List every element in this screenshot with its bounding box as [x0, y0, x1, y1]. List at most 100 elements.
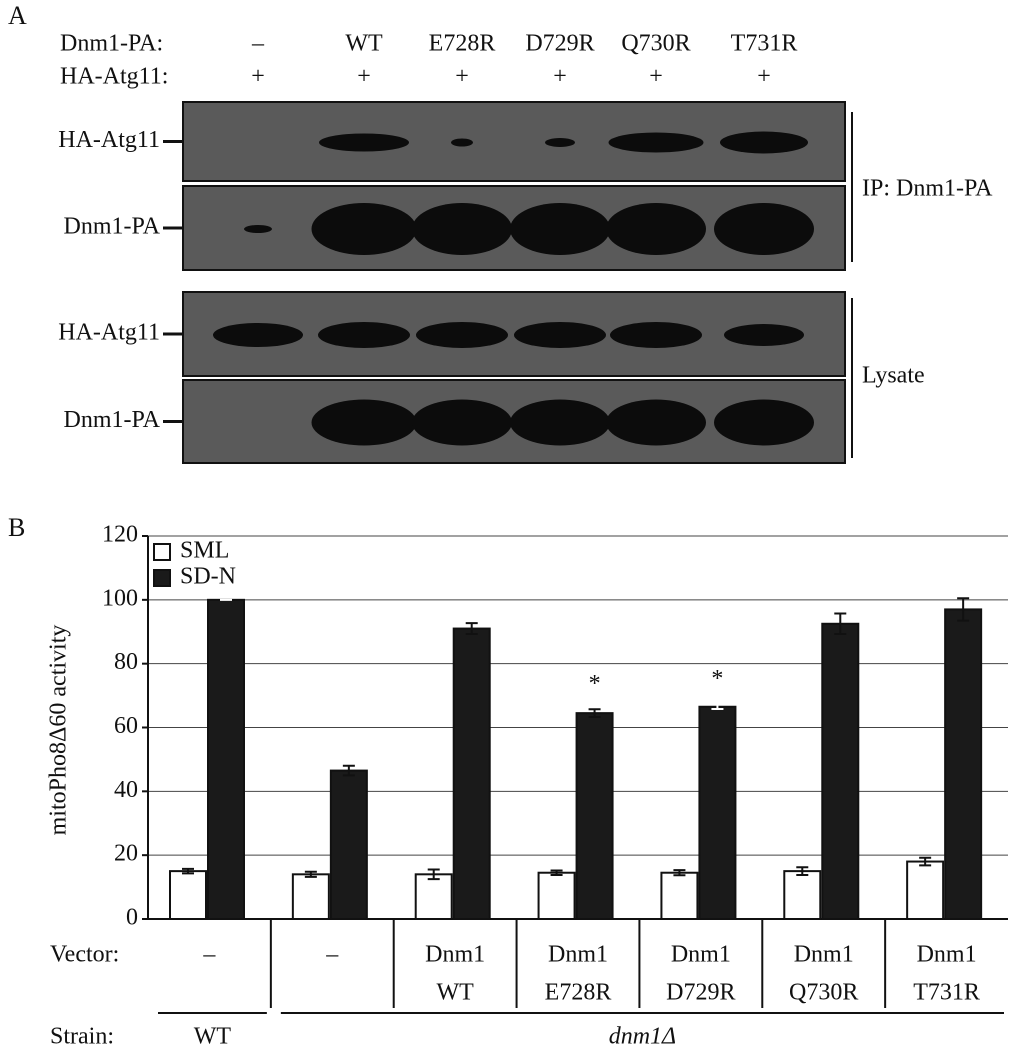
strain-label: dnm1Δ [609, 1024, 676, 1050]
y-tick-label: 0 [126, 905, 138, 931]
legend-swatch [153, 569, 171, 587]
y-tick-label: 40 [114, 777, 138, 803]
error-bar [550, 869, 563, 876]
header-label: HA-Atg11: [60, 64, 168, 90]
band [608, 132, 704, 153]
x-tick-label: – [325, 942, 339, 968]
legend-label: SML [180, 538, 229, 564]
band [318, 322, 410, 348]
band [514, 322, 606, 348]
error-bar [919, 856, 932, 867]
row-label: Vector: [50, 942, 119, 968]
y-tick-label: 120 [102, 522, 138, 548]
lane-label: + [251, 64, 265, 90]
x-tick-label: Dnm1 [425, 942, 485, 968]
bar [698, 705, 737, 920]
x-tick-label: T731R [913, 980, 980, 1006]
band [606, 399, 706, 446]
error-bar [182, 867, 194, 875]
bar [329, 769, 368, 921]
band [714, 203, 814, 255]
group-label: Lysate [862, 363, 925, 389]
bar [783, 870, 822, 920]
lane-label: Q730R [621, 31, 690, 57]
x-tick-label: Dnm1 [794, 942, 854, 968]
blot-label: Dnm1-PA [64, 407, 161, 433]
error-bar [304, 870, 317, 878]
band [545, 138, 575, 147]
band [416, 322, 508, 348]
lane-label: WT [345, 31, 383, 57]
band [510, 203, 610, 255]
bar [575, 712, 614, 921]
band [606, 203, 706, 255]
panel-label: B [8, 513, 25, 542]
blot-label: HA-Atg11 [58, 320, 160, 346]
annotation: * [589, 671, 601, 697]
lane-label: + [455, 64, 469, 90]
x-tick-label: – [202, 942, 216, 968]
x-tick-label: E728R [545, 980, 612, 1006]
bar [291, 873, 330, 920]
x-tick-label: Dnm1 [548, 942, 608, 968]
bar [169, 870, 207, 920]
band [244, 225, 272, 233]
lane-label: + [357, 64, 371, 90]
band [610, 322, 702, 348]
y-tick-label: 80 [114, 649, 138, 675]
annotation: * [711, 666, 723, 692]
error-bar [427, 868, 440, 881]
lane-label: – [251, 31, 265, 57]
x-tick-label: Dnm1 [671, 942, 731, 968]
bar [537, 871, 576, 920]
error-bar [711, 703, 724, 710]
error-bar [796, 866, 809, 876]
x-tick-label: WT [436, 980, 474, 1006]
error-bar [957, 597, 970, 622]
x-tick-label: Q730R [789, 980, 858, 1006]
band [510, 399, 610, 446]
strain-label: WT [194, 1024, 232, 1050]
y-tick-label: 20 [114, 841, 138, 867]
legend-swatch [153, 543, 171, 561]
legend-label: SD-N [180, 564, 236, 590]
header-label: Dnm1-PA: [60, 31, 163, 57]
band [714, 399, 814, 446]
band [213, 323, 303, 347]
band [311, 203, 417, 255]
y-tick-label: 60 [114, 713, 138, 739]
band [412, 203, 512, 255]
band [412, 399, 512, 446]
lane-label: T731R [731, 31, 798, 57]
error-bar [465, 622, 478, 635]
group-label: IP: Dnm1-PA [862, 176, 993, 202]
error-bar [673, 869, 686, 877]
x-tick-label: D729R [666, 980, 735, 1006]
bar [414, 873, 453, 920]
bar [944, 608, 983, 920]
lane-label: + [649, 64, 663, 90]
panel-label: A [8, 1, 27, 30]
bar [452, 627, 491, 921]
bar [207, 598, 245, 920]
bar [906, 860, 945, 920]
band [720, 131, 808, 154]
blot-label: HA-Atg11 [58, 127, 160, 153]
bar [660, 871, 699, 920]
band [319, 133, 409, 152]
lane-label: E728R [429, 31, 496, 57]
lane-label: + [757, 64, 771, 90]
blot-label: Dnm1-PA [64, 214, 161, 240]
x-tick-label: Dnm1 [917, 942, 977, 968]
y-tick-label: 100 [102, 585, 138, 611]
error-bar [588, 708, 601, 718]
error-bar [834, 612, 847, 635]
band [451, 138, 473, 147]
lane-label: + [553, 64, 567, 90]
band [724, 324, 804, 346]
error-bar [342, 764, 355, 777]
band [311, 399, 417, 446]
row-label: Strain: [50, 1024, 114, 1050]
bar [821, 622, 860, 920]
